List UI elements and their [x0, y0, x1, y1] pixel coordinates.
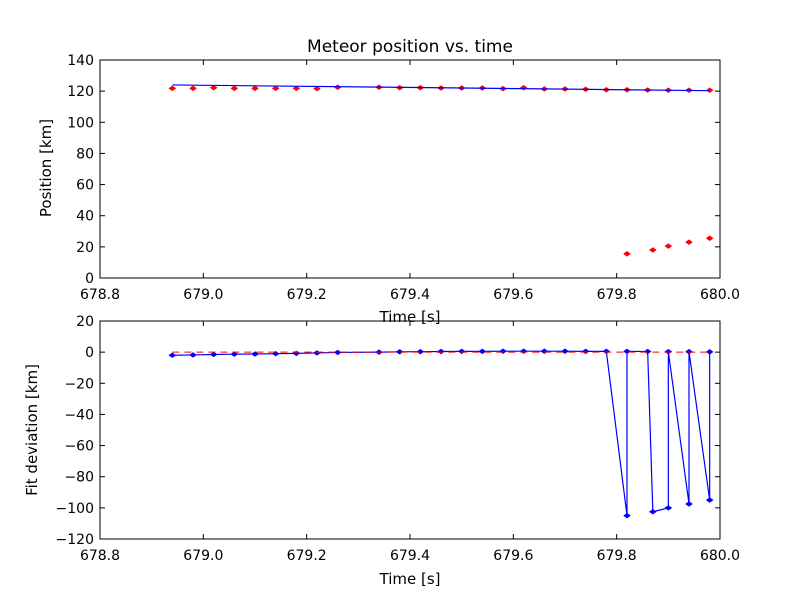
- deviation-data-point: [540, 348, 549, 355]
- deviation-data-point: [643, 348, 652, 355]
- position-data-point: [664, 243, 673, 249]
- position-data-point: [648, 247, 657, 253]
- deviation-y-tick-label: −120: [56, 532, 94, 548]
- chart-title: Meteor position vs. time: [307, 37, 513, 57]
- deviation-y-tick-label: 0: [85, 345, 94, 361]
- y-axis-label-position: Position [km]: [37, 119, 55, 217]
- position-y-tick-label: 0: [85, 271, 94, 287]
- x-axis-label-bottom: Time [s]: [379, 570, 441, 588]
- deviation-data-point: [499, 348, 507, 355]
- position-x-tick-label: 680.0: [700, 287, 740, 303]
- deviation-data-point: [705, 497, 714, 503]
- deviation-x-tick-label: 679.2: [287, 548, 327, 564]
- deviation-data-point: [189, 352, 197, 358]
- deviation-y-tick-label: −60: [64, 439, 94, 455]
- deviation-x-tick-label: 679.8: [597, 548, 637, 564]
- deviation-y-tick-label: −40: [64, 407, 94, 423]
- position-plot-frame: [99, 59, 721, 279]
- deviation-data-point: [416, 348, 425, 355]
- deviation-panel: Fit deviation [km] Time [s] 678.8 679.0 67…: [23, 314, 740, 588]
- position-data-point: [623, 251, 631, 257]
- position-y-tick-label: 140: [67, 53, 94, 69]
- position-x-tick-label: 679.0: [183, 287, 223, 303]
- deviation-data-marks: [168, 348, 714, 519]
- deviation-x-tick-label: 679.6: [493, 548, 533, 564]
- deviation-data-point: [209, 351, 218, 358]
- position-data-marks: [168, 84, 714, 257]
- position-y-tick-label: 60: [76, 178, 94, 194]
- position-fit-line: [172, 84, 710, 92]
- deviation-data-point: [519, 348, 528, 355]
- deviation-data-point: [705, 349, 714, 355]
- position-panel: Meteor position vs. time Position [km] T…: [37, 37, 740, 326]
- deviation-data-point: [623, 512, 631, 519]
- position-x-tick-label: 678.8: [80, 287, 120, 303]
- position-axes-ticks: 678.8 679.0 679.2 679.4 679.6 679.8 680.0 0 20 40…: [67, 53, 740, 303]
- position-x-tick-label: 679.8: [597, 287, 637, 303]
- position-data-point: [251, 85, 259, 92]
- position-data-point: [230, 85, 239, 92]
- deviation-data-point: [437, 348, 445, 355]
- position-data-point: [189, 85, 197, 92]
- position-data-point: [209, 84, 218, 91]
- position-y-tick-label: 120: [67, 84, 94, 100]
- deviation-data-point: [685, 501, 693, 507]
- position-x-tick-label: 679.6: [493, 287, 533, 303]
- deviation-x-tick-label: 679.0: [183, 548, 223, 564]
- position-data-point: [271, 85, 280, 92]
- position-y-tick-label: 100: [67, 115, 94, 131]
- deviation-y-tick-label: 20: [76, 314, 94, 330]
- position-y-tick-label: 80: [76, 146, 94, 162]
- deviation-plot-frame: [99, 320, 721, 540]
- position-x-tick-label: 679.2: [287, 287, 327, 303]
- deviation-x-tick-label: 680.0: [700, 548, 740, 564]
- deviation-y-tick-label: −100: [56, 501, 94, 517]
- deviation-data-point: [478, 348, 487, 355]
- position-y-tick-label: 20: [76, 240, 94, 256]
- position-y-tick-label: 40: [76, 209, 94, 225]
- deviation-data-point: [168, 352, 177, 359]
- deviation-x-tick-label: 678.8: [80, 548, 120, 564]
- position-data-point: [685, 239, 693, 245]
- deviation-data-point: [664, 505, 673, 511]
- position-x-tick-label: 679.4: [390, 287, 430, 303]
- y-axis-label-deviation: Fit deviation [km]: [23, 364, 41, 496]
- deviation-data-point: [313, 350, 321, 356]
- deviation-data-point: [648, 508, 657, 515]
- deviation-x-tick-label: 679.4: [390, 548, 430, 564]
- position-data-point: [705, 235, 714, 242]
- position-data-point: [168, 85, 177, 92]
- deviation-y-tick-label: −80: [64, 470, 94, 486]
- deviation-y-tick-label: −20: [64, 376, 94, 392]
- deviation-axes-ticks: 678.8 679.0 679.2 679.4 679.6 679.8 680.0 −120 −…: [56, 314, 741, 564]
- deviation-data-point: [251, 351, 259, 357]
- deviation-data-point: [561, 348, 569, 355]
